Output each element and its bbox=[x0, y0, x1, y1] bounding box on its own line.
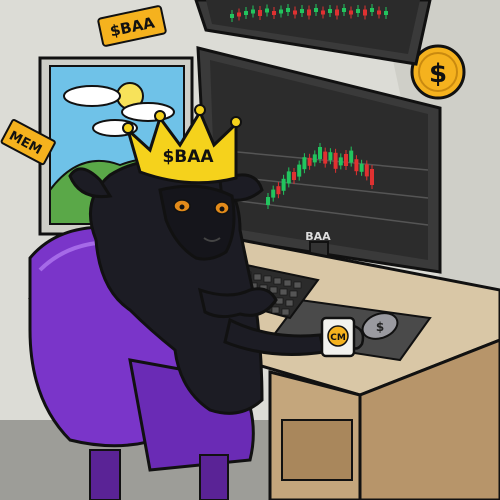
candle-body bbox=[356, 9, 360, 13]
keyboard-key bbox=[293, 281, 302, 289]
main-candles bbox=[266, 143, 374, 209]
candle-body bbox=[323, 151, 328, 164]
candle-body bbox=[271, 189, 276, 198]
candle-body bbox=[363, 9, 367, 16]
meme-sticker: MEM bbox=[0, 119, 56, 166]
candle-body bbox=[230, 14, 234, 18]
candle-body bbox=[342, 8, 346, 12]
svg-text:$: $ bbox=[429, 59, 447, 89]
candle-body bbox=[318, 147, 322, 159]
candle-body bbox=[321, 10, 325, 15]
keyboard-key bbox=[285, 299, 294, 307]
candle-body bbox=[279, 9, 283, 14]
candle-body bbox=[272, 11, 276, 15]
candle-body bbox=[297, 164, 302, 177]
candle-body bbox=[333, 152, 338, 169]
mug: CM bbox=[320, 316, 365, 358]
keyboard-key bbox=[271, 306, 280, 314]
candle-body bbox=[258, 10, 262, 16]
crown-text: $BAA bbox=[162, 147, 214, 167]
candle-body bbox=[384, 11, 388, 15]
candle-body bbox=[244, 11, 248, 15]
candle-body bbox=[349, 10, 353, 15]
candle-body bbox=[251, 9, 255, 14]
mug-text: CM bbox=[330, 333, 346, 343]
candle-body bbox=[237, 12, 241, 17]
keyboard-key bbox=[263, 275, 272, 283]
candle-body bbox=[370, 169, 374, 185]
crown: $BAA bbox=[122, 104, 242, 185]
monitor-brand: BAA bbox=[305, 230, 331, 243]
candle-body bbox=[302, 157, 307, 170]
keyboard-key bbox=[283, 279, 292, 287]
candle-body bbox=[307, 157, 312, 166]
baa-sticker: $BAA bbox=[97, 5, 167, 47]
candle-body bbox=[370, 8, 374, 12]
candle-body bbox=[338, 157, 343, 166]
candle-body bbox=[286, 171, 291, 184]
sheep bbox=[68, 158, 326, 415]
keyboard-key bbox=[253, 273, 262, 281]
candle-body bbox=[354, 159, 359, 172]
candle-body bbox=[335, 9, 339, 16]
keyboard-key bbox=[279, 288, 288, 296]
candle-body bbox=[364, 164, 369, 177]
candle-body bbox=[314, 8, 318, 12]
candle-body bbox=[266, 197, 270, 205]
candle-body bbox=[307, 9, 311, 16]
candle-body bbox=[276, 186, 281, 195]
candle-body bbox=[300, 9, 304, 13]
candle-body bbox=[344, 154, 348, 166]
candle-body bbox=[328, 9, 332, 13]
candle-body bbox=[328, 152, 333, 161]
candle-body bbox=[359, 163, 364, 172]
candle-body bbox=[286, 8, 290, 12]
candle-body bbox=[349, 150, 354, 163]
candle-body bbox=[312, 154, 317, 163]
candle-body bbox=[293, 10, 297, 15]
candle-body bbox=[281, 178, 286, 191]
upper-candles bbox=[230, 4, 388, 22]
coin-icon: $ bbox=[410, 44, 466, 100]
upper-monitor bbox=[194, 0, 432, 66]
keyboard-key bbox=[269, 286, 278, 294]
candle-body bbox=[265, 8, 269, 13]
keyboard-key bbox=[281, 308, 290, 316]
keyboard-key bbox=[273, 277, 282, 285]
svg-text:$: $ bbox=[376, 320, 384, 334]
candle-body bbox=[292, 172, 296, 180]
keyboard-key bbox=[289, 290, 298, 298]
candle-body bbox=[377, 10, 381, 15]
